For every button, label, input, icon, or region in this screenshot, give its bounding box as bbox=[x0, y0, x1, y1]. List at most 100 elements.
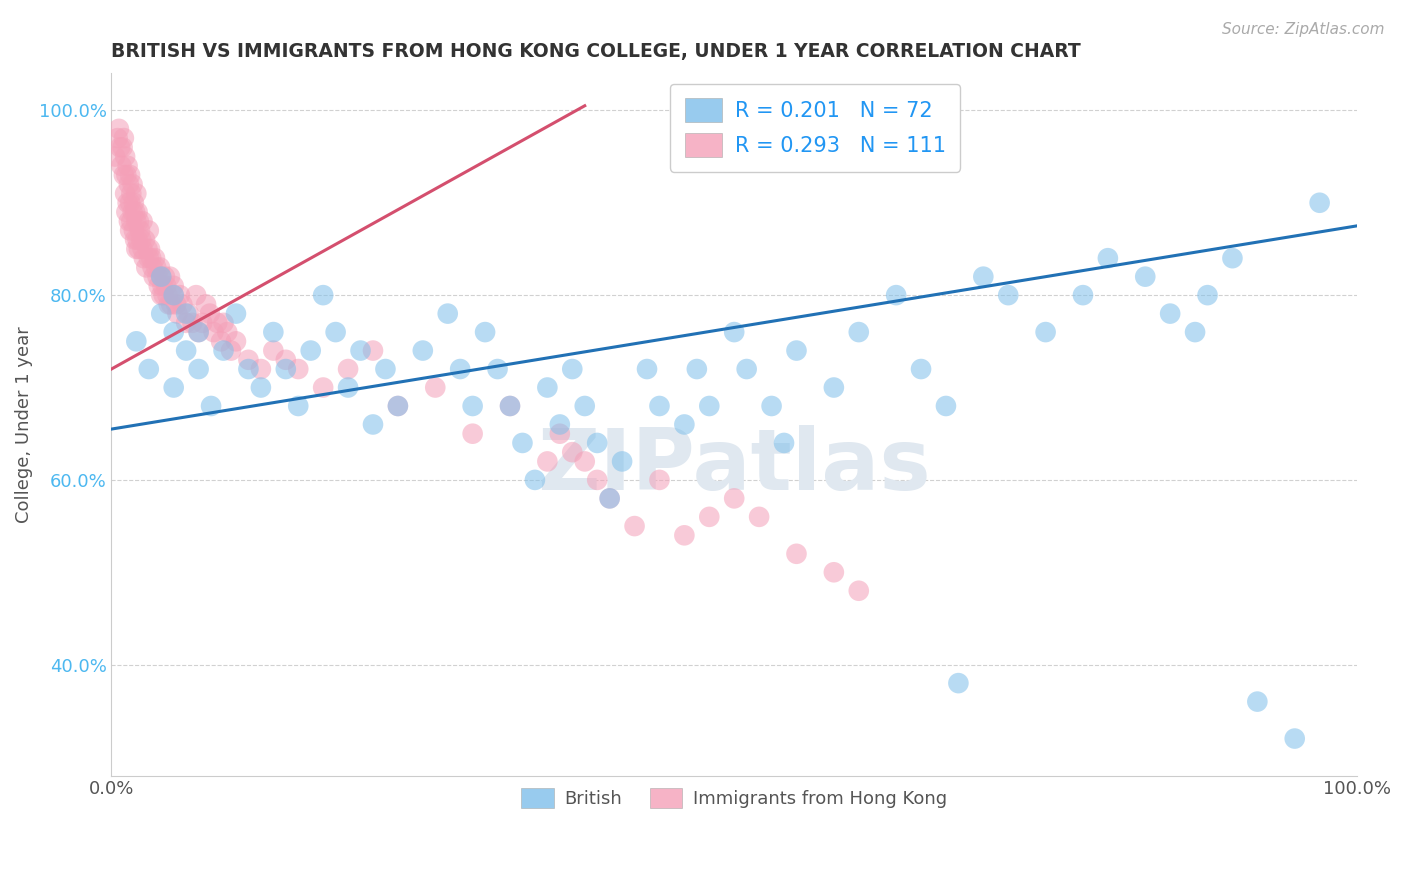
Point bbox=[823, 380, 845, 394]
Point bbox=[238, 362, 260, 376]
Point bbox=[461, 426, 484, 441]
Point bbox=[125, 242, 148, 256]
Point bbox=[177, 307, 200, 321]
Point bbox=[142, 269, 165, 284]
Point bbox=[128, 242, 150, 256]
Point bbox=[474, 325, 496, 339]
Point bbox=[107, 131, 129, 145]
Point bbox=[121, 205, 143, 219]
Point bbox=[761, 399, 783, 413]
Point bbox=[124, 205, 146, 219]
Point bbox=[250, 380, 273, 394]
Point bbox=[145, 260, 167, 275]
Point bbox=[935, 399, 957, 413]
Point bbox=[648, 473, 671, 487]
Point bbox=[723, 325, 745, 339]
Point bbox=[972, 269, 994, 284]
Point bbox=[200, 399, 222, 413]
Point bbox=[120, 214, 142, 228]
Point bbox=[117, 159, 139, 173]
Point bbox=[115, 205, 138, 219]
Point bbox=[127, 205, 149, 219]
Point bbox=[361, 343, 384, 358]
Point bbox=[412, 343, 434, 358]
Point bbox=[132, 251, 155, 265]
Point bbox=[125, 334, 148, 349]
Point bbox=[1184, 325, 1206, 339]
Point bbox=[1159, 307, 1181, 321]
Point bbox=[884, 288, 907, 302]
Point bbox=[157, 297, 180, 311]
Point bbox=[312, 288, 335, 302]
Point bbox=[848, 325, 870, 339]
Point bbox=[848, 583, 870, 598]
Point bbox=[172, 297, 194, 311]
Point bbox=[785, 547, 807, 561]
Point bbox=[141, 260, 163, 275]
Point bbox=[160, 297, 183, 311]
Point bbox=[586, 436, 609, 450]
Point bbox=[181, 316, 204, 330]
Point bbox=[599, 491, 621, 506]
Point bbox=[163, 380, 186, 394]
Point bbox=[287, 362, 309, 376]
Point bbox=[138, 223, 160, 237]
Point bbox=[117, 195, 139, 210]
Point bbox=[128, 214, 150, 228]
Point bbox=[636, 362, 658, 376]
Point bbox=[120, 168, 142, 182]
Point bbox=[219, 343, 242, 358]
Point bbox=[262, 343, 284, 358]
Point bbox=[120, 223, 142, 237]
Point bbox=[148, 279, 170, 293]
Point bbox=[387, 399, 409, 413]
Point bbox=[135, 260, 157, 275]
Point bbox=[948, 676, 970, 690]
Point bbox=[174, 307, 197, 321]
Point bbox=[124, 233, 146, 247]
Point bbox=[118, 214, 141, 228]
Point bbox=[499, 399, 522, 413]
Point bbox=[599, 491, 621, 506]
Point bbox=[361, 417, 384, 432]
Point bbox=[374, 362, 396, 376]
Point bbox=[574, 454, 596, 468]
Point bbox=[184, 288, 207, 302]
Point bbox=[250, 362, 273, 376]
Point bbox=[110, 159, 132, 173]
Point bbox=[536, 454, 558, 468]
Point bbox=[125, 214, 148, 228]
Point bbox=[156, 288, 179, 302]
Point bbox=[174, 343, 197, 358]
Point bbox=[120, 195, 142, 210]
Point bbox=[118, 178, 141, 192]
Point bbox=[1309, 195, 1331, 210]
Point bbox=[150, 307, 173, 321]
Point bbox=[697, 509, 720, 524]
Point bbox=[561, 362, 583, 376]
Point bbox=[785, 343, 807, 358]
Point bbox=[114, 186, 136, 201]
Point bbox=[136, 242, 159, 256]
Text: BRITISH VS IMMIGRANTS FROM HONG KONG COLLEGE, UNDER 1 YEAR CORRELATION CHART: BRITISH VS IMMIGRANTS FROM HONG KONG COL… bbox=[111, 42, 1081, 61]
Point bbox=[114, 150, 136, 164]
Point bbox=[287, 399, 309, 413]
Point bbox=[141, 251, 163, 265]
Point bbox=[1197, 288, 1219, 302]
Point bbox=[131, 242, 153, 256]
Point bbox=[337, 380, 360, 394]
Point bbox=[1035, 325, 1057, 339]
Point bbox=[548, 426, 571, 441]
Point bbox=[155, 279, 177, 293]
Point bbox=[217, 325, 239, 339]
Text: ZIPatlas: ZIPatlas bbox=[537, 425, 931, 508]
Point bbox=[274, 352, 297, 367]
Point bbox=[274, 362, 297, 376]
Point bbox=[349, 343, 371, 358]
Point bbox=[225, 334, 247, 349]
Point bbox=[1071, 288, 1094, 302]
Point bbox=[112, 131, 135, 145]
Point bbox=[910, 362, 932, 376]
Point bbox=[723, 491, 745, 506]
Point bbox=[212, 316, 235, 330]
